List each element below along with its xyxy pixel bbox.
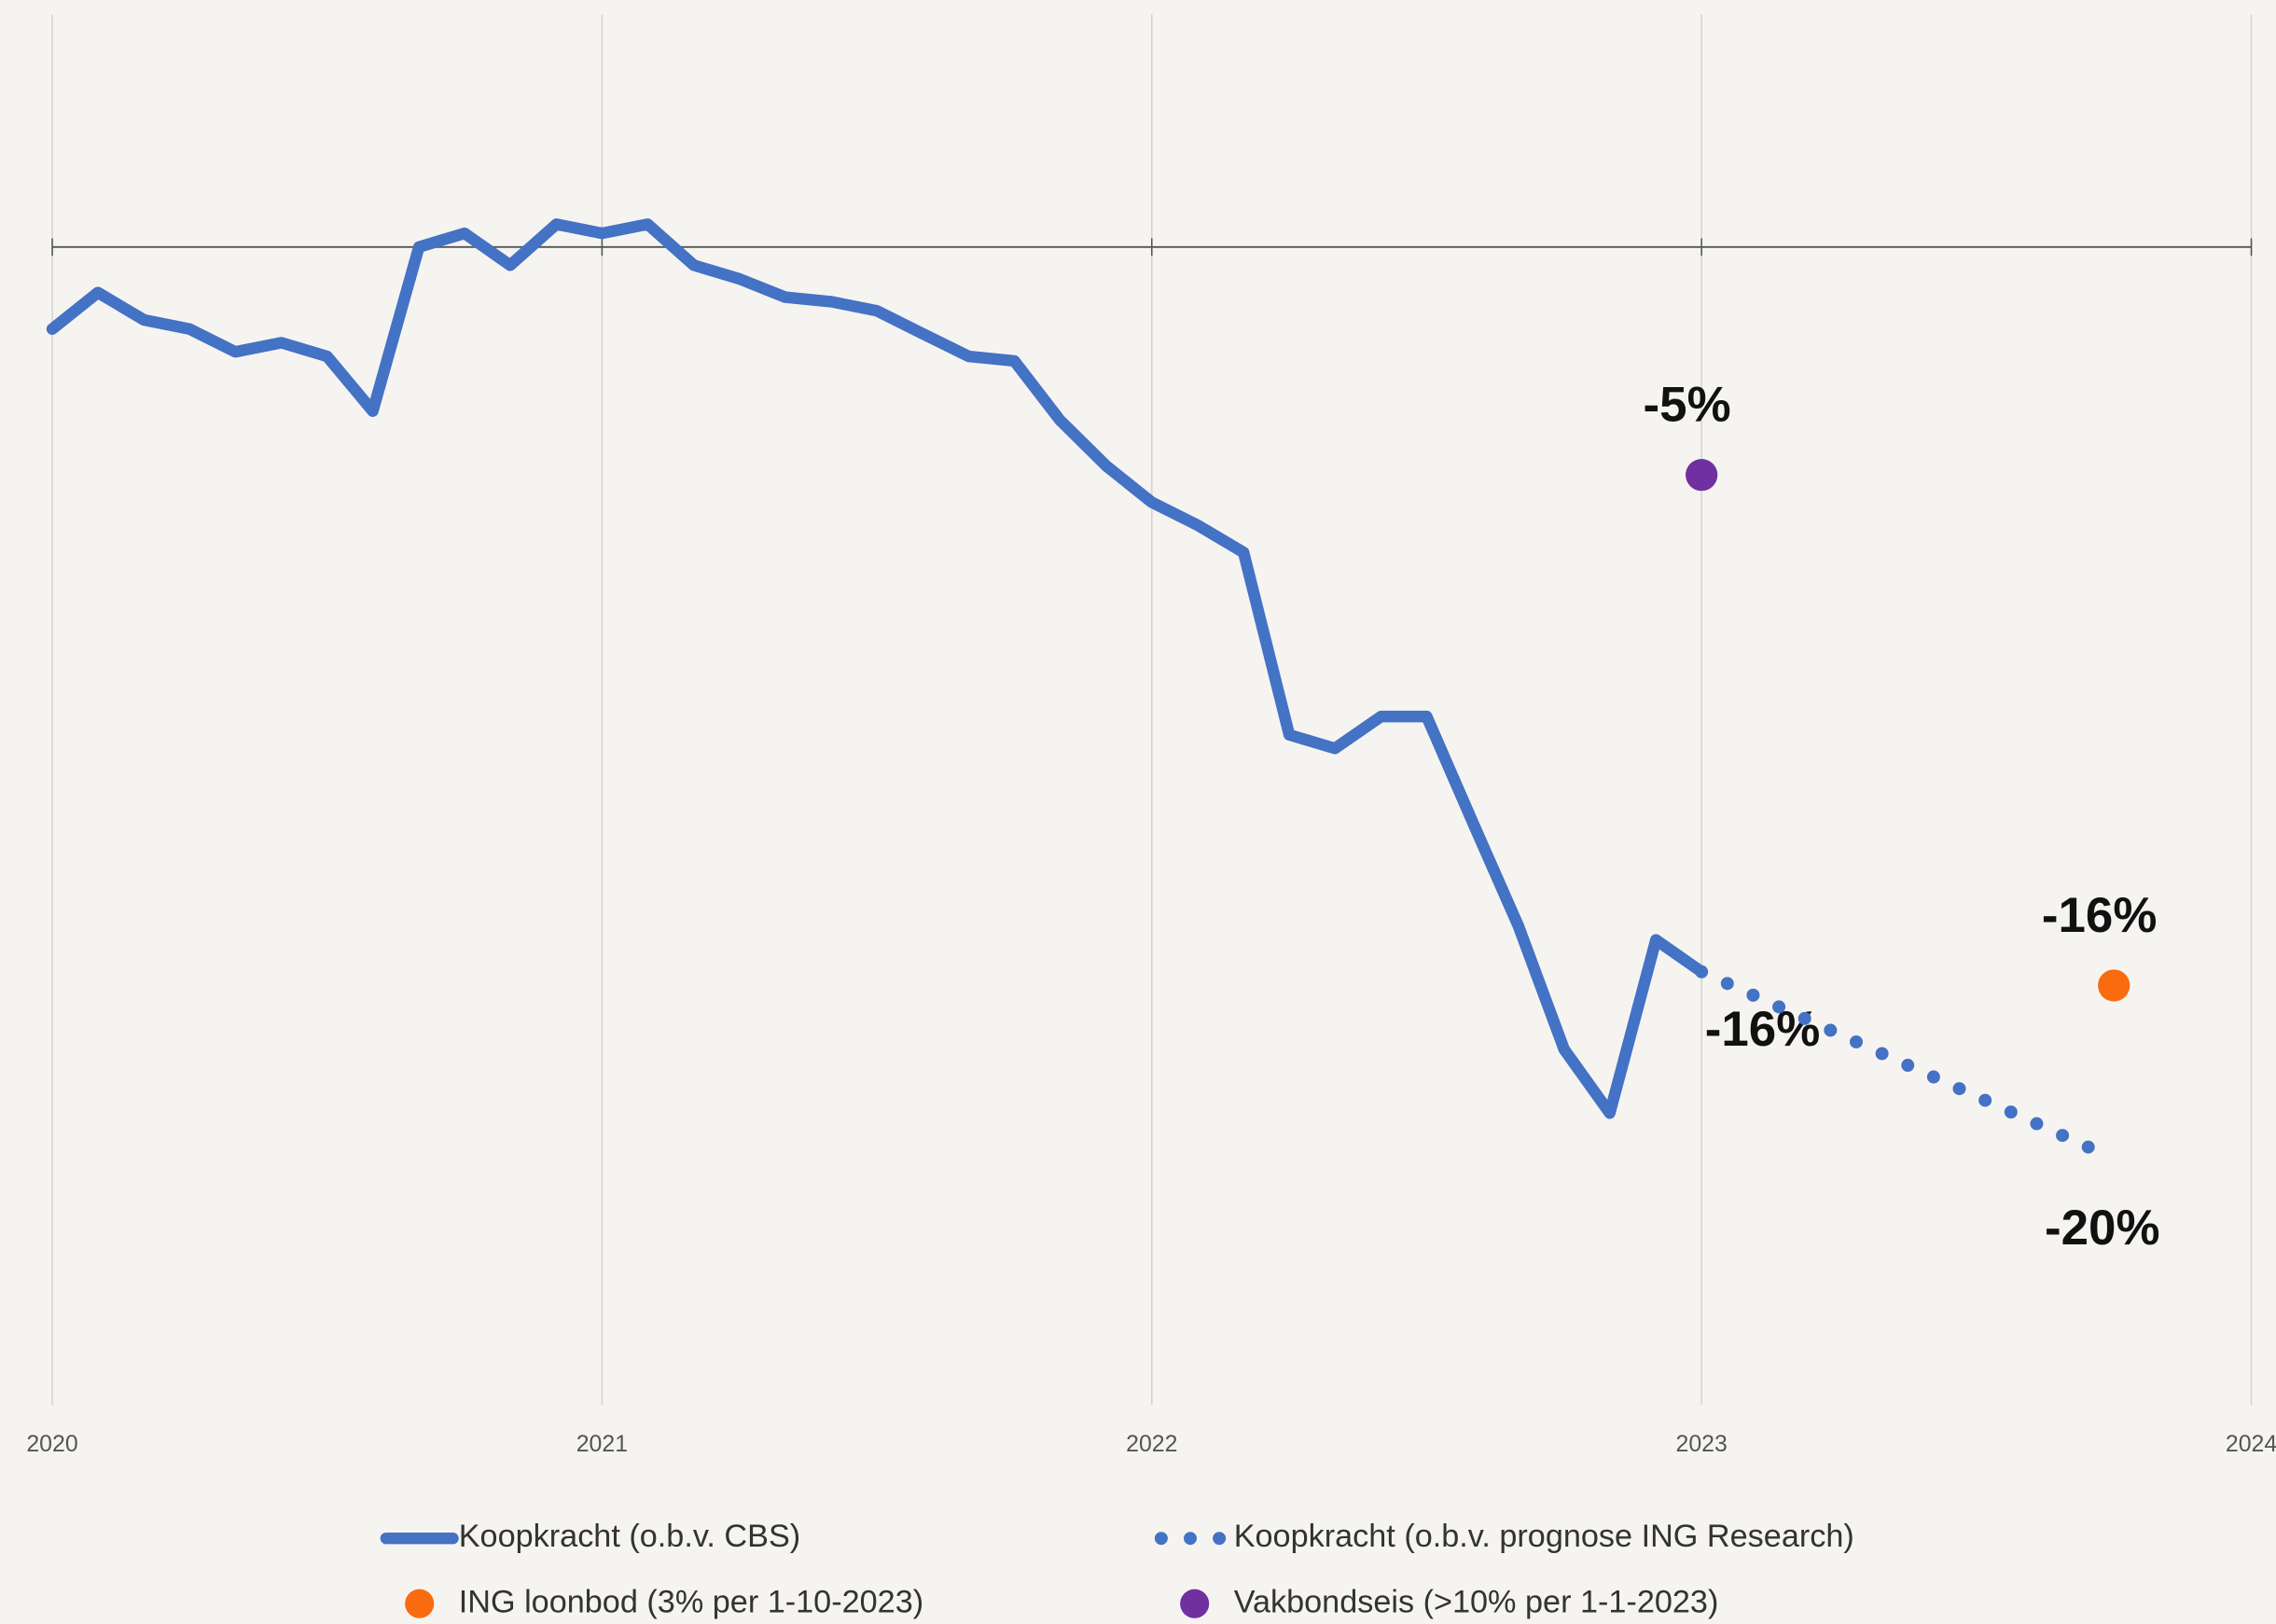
legend-label: Koopkracht (o.b.v. prognose ING Research… — [1234, 1519, 1854, 1554]
legend-label: ING loonbod (3% per 1-10-2023) — [459, 1584, 923, 1619]
data-point — [2098, 969, 2130, 1001]
chart: 2020 2021 2022 2023 2024 -16% -20% -16% -5% Koopk… — [0, 0, 2276, 1624]
page: 2020 2021 2022 2023 2024 -16% -20% -16% -5% Koopk… — [0, 0, 2276, 1624]
x-tick-label: 2024 — [2226, 1431, 2276, 1457]
data-label: -5% — [1644, 378, 1731, 433]
data-label: -16% — [1705, 1002, 1820, 1057]
background — [0, 0, 2276, 1624]
x-tick-label: 2020 — [26, 1431, 77, 1457]
legend-swatch — [1180, 1589, 1209, 1618]
x-tick-label: 2022 — [1126, 1431, 1177, 1457]
x-tick-label: 2021 — [576, 1431, 628, 1457]
data-label: -20% — [2045, 1201, 2159, 1256]
x-tick-label: 2023 — [1675, 1431, 1727, 1457]
legend-label: Vakbondseis (>10% per 1-1-2023) — [1234, 1584, 1719, 1619]
data-point — [1686, 459, 1717, 491]
data-label: -16% — [2042, 888, 2157, 943]
legend-swatch — [405, 1589, 434, 1618]
legend-label: Koopkracht (o.b.v. CBS) — [459, 1519, 800, 1554]
